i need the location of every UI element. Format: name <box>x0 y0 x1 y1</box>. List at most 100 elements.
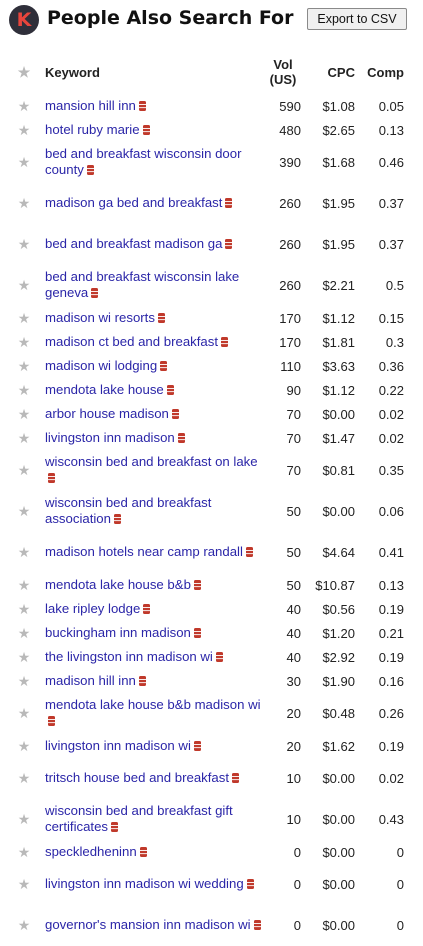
database-icon[interactable] <box>218 334 229 349</box>
database-icon[interactable] <box>155 310 165 325</box>
cpc-cell: $0.00 <box>322 504 355 519</box>
keyword-link[interactable]: bed and breakfast wisconsin lake geneva <box>45 269 240 300</box>
star-icon[interactable]: ★ <box>17 624 31 641</box>
keyword-link[interactable]: madison ga bed and breakfast <box>45 195 223 210</box>
keyword-cell: bed and breakfast madison ga <box>40 224 263 265</box>
star-icon[interactable]: ★ <box>17 121 31 138</box>
table-row: ★ bed and breakfast wisconsin lake geneva… <box>0 265 423 306</box>
star-icon[interactable]: ★ <box>17 97 31 114</box>
keyword-link[interactable]: mendota lake house b&b <box>45 576 191 592</box>
keyword-link[interactable]: tritsch house bed and breakfast <box>45 770 230 785</box>
keyword-link[interactable]: mendota lake house b&b madison wi <box>45 697 261 712</box>
star-icon[interactable]: ★ <box>17 381 31 398</box>
star-icon[interactable]: ★ <box>17 600 31 617</box>
keyword-link[interactable]: bed and breakfast wisconsin door county <box>45 146 242 177</box>
database-icon[interactable] <box>243 544 253 559</box>
keyword-link[interactable]: livingston inn madison wi <box>45 737 191 753</box>
star-icon[interactable]: ★ <box>17 154 31 170</box>
keyword-cell: the livingston inn madison wi <box>40 645 263 669</box>
database-icon[interactable] <box>175 430 185 445</box>
star-icon[interactable]: ★ <box>17 277 31 293</box>
column-header-keyword[interactable]: Keyword <box>45 64 100 80</box>
star-icon[interactable]: ★ <box>17 648 31 665</box>
star-icon[interactable]: ★ <box>17 576 31 593</box>
database-icon[interactable] <box>45 713 55 728</box>
database-icon[interactable] <box>244 876 254 891</box>
database-icon[interactable] <box>222 236 233 251</box>
database-icon[interactable] <box>136 673 146 688</box>
keyword-link[interactable]: madison wi lodging <box>45 357 158 373</box>
database-icon[interactable] <box>88 285 99 300</box>
star-icon[interactable]: ★ <box>17 309 31 326</box>
database-icon[interactable] <box>213 649 223 664</box>
keyword-link[interactable]: madison hill inn <box>45 672 136 688</box>
table-row: ★ wisconsin bed and breakfast on lake 70 $0… <box>0 450 423 491</box>
star-icon[interactable]: ★ <box>17 770 31 786</box>
vol-cell: 170 <box>279 310 301 326</box>
vol-cell: 40 <box>286 649 301 665</box>
keyword-link[interactable]: mendota lake house <box>45 381 164 397</box>
keyword-link[interactable]: madison hotels near camp randall <box>45 544 243 559</box>
database-icon[interactable] <box>169 406 179 421</box>
star-icon[interactable]: ★ <box>17 236 31 252</box>
table-row: ★ tritsch house bed and breakfast 10 $0.00 0… <box>0 758 423 799</box>
star-icon[interactable]: ★ <box>17 811 31 827</box>
keyword-link[interactable]: livingston inn madison <box>45 429 175 445</box>
star-icon[interactable]: ★ <box>17 429 31 446</box>
keyword-link[interactable]: wisconsin bed and breakfast gift certifi… <box>45 803 233 834</box>
star-cell: ★ <box>0 905 40 946</box>
keyword-link[interactable]: hotel ruby marie <box>45 121 140 137</box>
star-all-icon[interactable]: ★ <box>17 63 31 80</box>
keyword-link[interactable]: arbor house madison <box>45 405 169 421</box>
keyword-link[interactable]: governor's mansion inn madison wi <box>45 917 251 932</box>
vol-cell: 70 <box>286 430 301 446</box>
column-header-vol[interactable]: Vol (US) <box>263 50 303 94</box>
database-icon[interactable] <box>164 382 174 397</box>
star-icon[interactable]: ★ <box>17 503 31 519</box>
column-header-cpc[interactable]: CPC <box>327 64 355 80</box>
star-icon[interactable]: ★ <box>17 705 31 721</box>
star-icon[interactable]: ★ <box>17 876 31 892</box>
star-icon[interactable]: ★ <box>17 544 31 560</box>
vol-cell: 20 <box>286 706 301 721</box>
keyword-link[interactable]: mansion hill inn <box>45 97 136 113</box>
star-icon[interactable]: ★ <box>17 917 31 933</box>
database-icon[interactable] <box>84 162 94 177</box>
keyword-link[interactable]: speckledheninn <box>45 843 137 859</box>
keyword-link[interactable]: lake ripley lodge <box>45 600 141 616</box>
database-icon[interactable] <box>251 917 261 932</box>
star-icon[interactable]: ★ <box>17 333 31 350</box>
star-icon[interactable]: ★ <box>17 357 31 374</box>
star-icon[interactable]: ★ <box>17 843 31 860</box>
star-cell: ★ <box>0 734 40 758</box>
database-icon[interactable] <box>136 98 146 113</box>
database-icon[interactable] <box>45 470 55 485</box>
database-icon[interactable] <box>229 770 240 785</box>
export-to-csv-button[interactable]: Export to CSV <box>307 8 407 30</box>
database-icon[interactable] <box>191 738 201 753</box>
comp-cell: 0.26 <box>378 706 404 721</box>
database-icon[interactable] <box>191 625 201 640</box>
keyword-link[interactable]: wisconsin bed and breakfast association <box>45 495 212 526</box>
database-icon[interactable] <box>108 819 119 834</box>
keyword-link[interactable]: madison ct bed and breakfast <box>45 333 219 349</box>
database-icon[interactable] <box>222 195 233 210</box>
database-icon[interactable] <box>140 601 151 616</box>
star-icon[interactable]: ★ <box>17 405 31 422</box>
star-icon[interactable]: ★ <box>17 462 31 478</box>
database-icon[interactable] <box>111 511 121 526</box>
database-icon[interactable] <box>140 122 150 137</box>
keyword-link[interactable]: the livingston inn madison wi <box>45 648 213 664</box>
column-header-comp[interactable]: Comp <box>367 64 404 80</box>
keyword-link[interactable]: wisconsin bed and breakfast on lake <box>45 454 258 469</box>
star-icon[interactable]: ★ <box>17 195 31 211</box>
keyword-link[interactable]: madison wi resorts <box>45 309 155 325</box>
star-icon[interactable]: ★ <box>17 737 31 754</box>
database-icon[interactable] <box>157 358 168 373</box>
database-icon[interactable] <box>191 577 201 592</box>
keyword-link[interactable]: buckingham inn madison <box>45 624 191 640</box>
database-icon[interactable] <box>137 844 147 859</box>
keyword-link[interactable]: livingston inn madison wi wedding <box>45 876 244 891</box>
keyword-link[interactable]: bed and breakfast madison ga <box>45 236 223 251</box>
star-icon[interactable]: ★ <box>17 672 31 689</box>
